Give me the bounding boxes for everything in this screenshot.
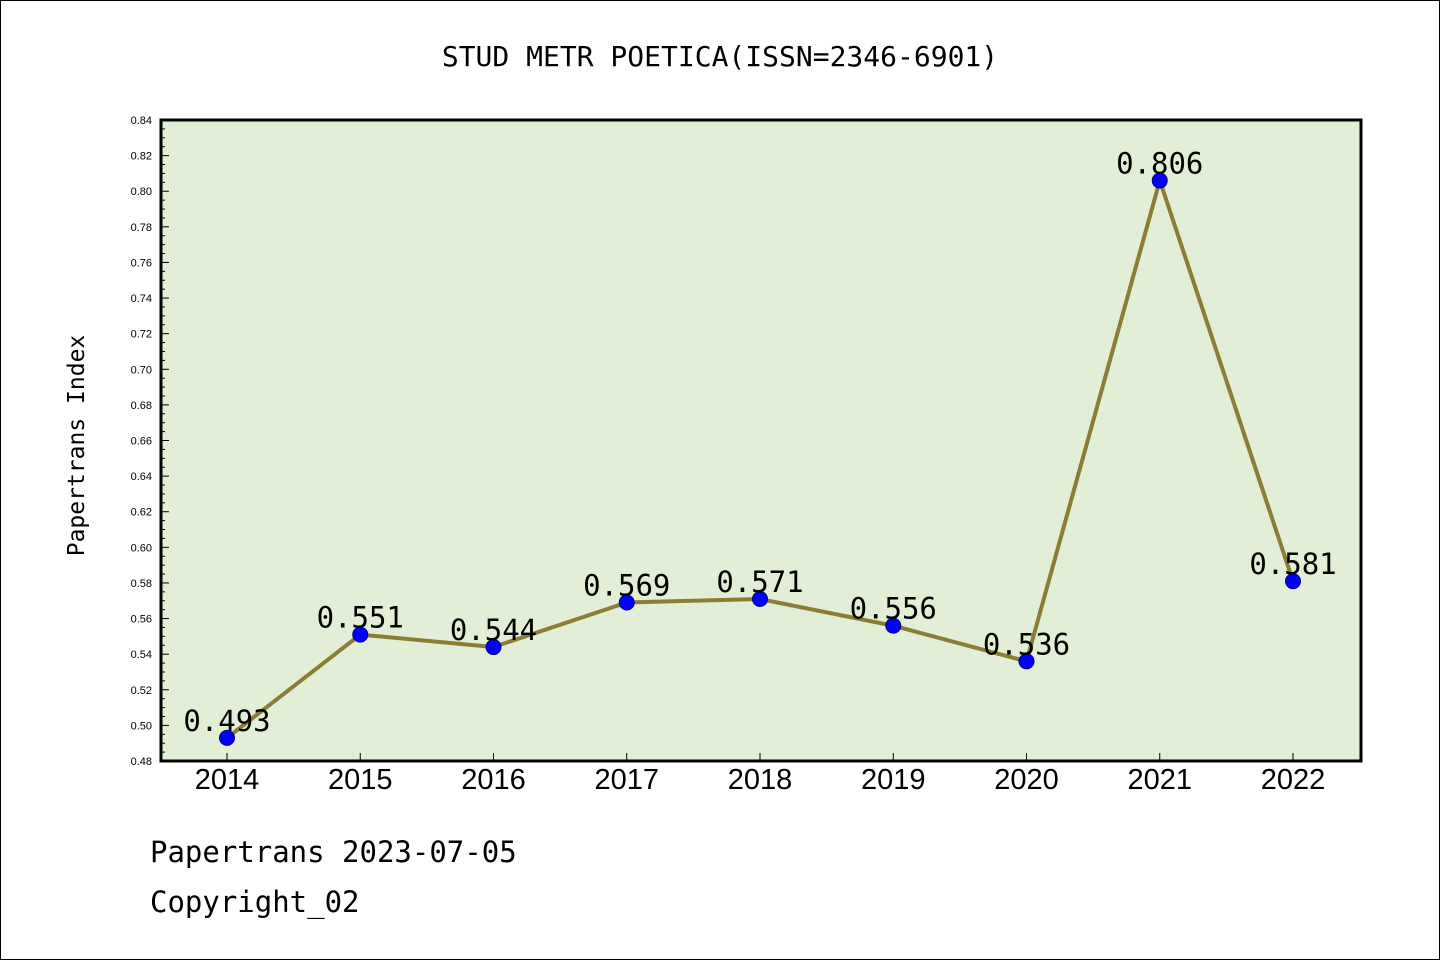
y-tick-label: 0.68	[131, 400, 152, 412]
y-tick-label: 0.84	[131, 115, 152, 127]
x-tick-label: 2017	[594, 764, 659, 796]
y-tick-label: 0.62	[131, 507, 152, 519]
y-tick-label: 0.72	[131, 329, 152, 341]
y-axis-label: Papertrans Index	[64, 335, 90, 557]
footer-date: Papertrans 2023-07-05	[150, 835, 517, 869]
x-tick-label: 2016	[461, 764, 526, 796]
y-tick-label: 0.76	[131, 257, 152, 269]
y-tick-label: 0.54	[131, 649, 152, 661]
y-tick-label: 0.78	[131, 222, 152, 234]
y-tick-label: 0.50	[131, 720, 152, 732]
y-tick-label: 0.58	[131, 578, 152, 590]
x-tick-label: 2018	[728, 764, 793, 796]
data-point	[1285, 573, 1301, 590]
data-point	[618, 594, 635, 611]
data-point	[352, 626, 369, 643]
data-label: 0.571	[716, 565, 803, 599]
data-label: 0.806	[1116, 147, 1203, 181]
x-tick-label: 2020	[994, 764, 1059, 796]
y-tick-label: 0.74	[131, 293, 152, 305]
x-tick-label: 2014	[195, 764, 260, 796]
data-point	[219, 729, 235, 746]
y-tick-label: 0.52	[131, 685, 152, 697]
x-tick-label: 2022	[1261, 764, 1326, 796]
data-label: 0.536	[983, 627, 1070, 661]
y-tick-label: 0.70	[131, 364, 152, 376]
y-tick-label: 0.48	[131, 756, 152, 768]
y-tick-label: 0.56	[131, 614, 152, 626]
y-tick-label: 0.64	[131, 471, 152, 483]
data-point	[485, 639, 502, 656]
plot-area	[161, 120, 1361, 761]
data-label: 0.569	[583, 569, 670, 603]
data-label: 0.551	[317, 601, 404, 635]
data-point	[1151, 172, 1168, 189]
y-tick-label: 0.82	[131, 151, 152, 163]
y-tick-label: 0.66	[131, 436, 152, 448]
data-label: 0.556	[850, 592, 937, 626]
data-label: 0.544	[450, 613, 537, 647]
plot-border	[159, 118, 1363, 763]
x-tick-label: 2015	[328, 764, 393, 796]
footer-copyright: Copyright_02	[150, 885, 360, 919]
y-tick-label: 0.60	[131, 542, 152, 554]
data-point	[752, 590, 768, 607]
x-tick-label: 2021	[1127, 764, 1192, 796]
data-point	[885, 617, 902, 634]
data-label: 0.581	[1249, 547, 1336, 581]
x-tick-label: 2019	[861, 764, 926, 796]
y-tick-label: 0.80	[131, 186, 152, 198]
chart-title: STUD METR POETICA(ISSN=2346-6901)	[442, 40, 998, 73]
data-point	[1018, 653, 1035, 670]
data-label: 0.493	[183, 704, 270, 738]
